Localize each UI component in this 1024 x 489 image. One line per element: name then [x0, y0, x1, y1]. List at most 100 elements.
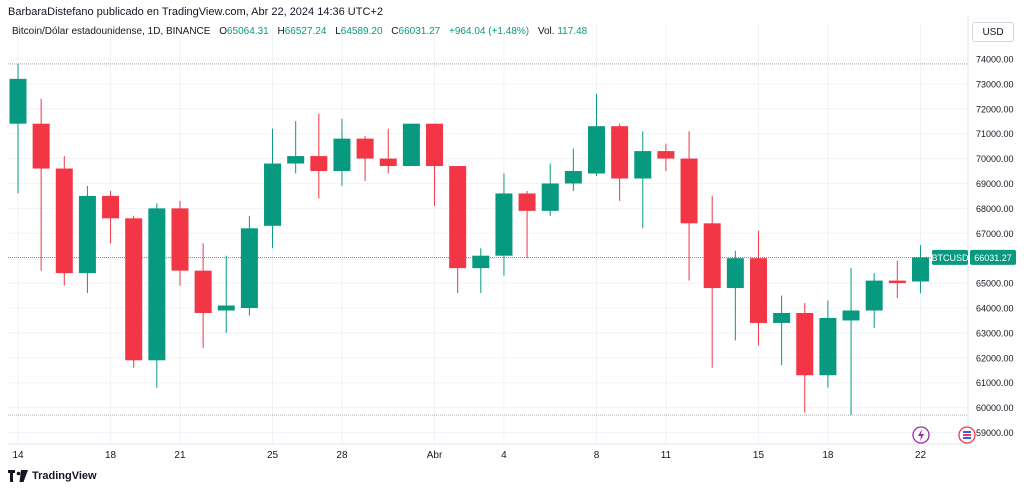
candle[interactable] — [217, 255, 235, 333]
candles — [9, 63, 929, 416]
candle[interactable] — [541, 163, 559, 216]
y-tick-label: 63000.00 — [976, 328, 1014, 338]
candle-body — [102, 195, 120, 219]
candle[interactable] — [102, 190, 120, 244]
y-tick-label: 70000.00 — [976, 154, 1014, 164]
x-tick-label: 14 — [12, 450, 24, 461]
symbol-name: Bitcoin/Dólar estadounidense, 1D, BINANC… — [12, 26, 211, 37]
candle[interactable] — [310, 113, 328, 199]
close-label: C — [391, 26, 399, 37]
candle-body — [125, 218, 143, 361]
y-tick-label: 65000.00 — [976, 279, 1014, 289]
candle-body — [773, 312, 791, 323]
lightning-icon[interactable] — [912, 426, 930, 444]
candle-body — [541, 183, 559, 211]
y-tick-label: 59000.00 — [976, 428, 1014, 438]
footer[interactable]: TradingView — [8, 470, 97, 482]
candle-body — [426, 123, 444, 167]
open-label: O — [219, 26, 227, 37]
candle[interactable] — [194, 243, 212, 348]
change-value: +964.04 (+1.48%) — [449, 26, 530, 37]
candle[interactable] — [495, 173, 513, 276]
candle-body — [55, 168, 73, 274]
candle-body — [888, 280, 906, 284]
candle[interactable] — [9, 63, 27, 194]
candle-body — [588, 126, 605, 174]
candle[interactable] — [657, 143, 675, 172]
tradingview-brand[interactable]: TradingView — [32, 470, 97, 482]
candle[interactable] — [379, 128, 397, 174]
y-axis[interactable]: 59000.00 60000.00 61000.00 62000.00 63000.00… — [967, 16, 1014, 444]
candle[interactable] — [240, 215, 258, 316]
candle[interactable] — [125, 215, 143, 368]
candle-body — [356, 138, 374, 159]
candle[interactable] — [333, 118, 351, 186]
price-tag-value-bg — [970, 249, 1016, 265]
candle[interactable] — [842, 268, 860, 416]
candle[interactable] — [32, 98, 50, 271]
x-tick-label: 18 — [822, 450, 834, 461]
flag-icon[interactable] — [958, 426, 976, 444]
candle-body — [240, 228, 258, 308]
candle-body — [148, 208, 166, 361]
candle[interactable] — [426, 123, 444, 206]
candle[interactable] — [888, 260, 906, 299]
candle[interactable] — [611, 123, 629, 201]
x-tick-label: Abr — [427, 450, 443, 461]
candle[interactable] — [564, 148, 582, 191]
candle-body — [379, 158, 397, 167]
candle-body — [194, 270, 212, 313]
candle[interactable] — [171, 200, 189, 286]
candle[interactable] — [264, 128, 282, 249]
candle-body — [287, 156, 305, 164]
candle[interactable] — [703, 195, 721, 368]
candle-body — [310, 156, 328, 172]
open-value: 65064.31 — [227, 26, 269, 37]
close-value: 66031.27 — [398, 26, 441, 37]
candle[interactable] — [287, 121, 305, 174]
candle-body — [78, 195, 96, 274]
candle[interactable] — [588, 93, 605, 176]
candle[interactable] — [911, 245, 929, 294]
candle[interactable] — [356, 136, 374, 181]
candle-body — [842, 310, 860, 321]
volume-value: 117.48 — [557, 26, 588, 37]
publisher-line: BarbaraDistefano publicado en TradingVie… — [8, 6, 383, 18]
x-tick-label: 11 — [661, 450, 672, 461]
x-tick-label: 15 — [753, 450, 765, 461]
y-tick-label: 72000.00 — [976, 104, 1014, 114]
y-tick-label: 61000.00 — [976, 378, 1014, 388]
candle[interactable] — [749, 230, 767, 346]
candle-body — [518, 193, 536, 211]
y-tick-label: 69000.00 — [976, 179, 1014, 189]
candle[interactable] — [634, 131, 652, 229]
candle[interactable] — [449, 166, 467, 294]
currency-button[interactable]: USD — [972, 22, 1014, 42]
symbol-legend[interactable]: Bitcoin/Dólar estadounidense, 1D, BINANC… — [12, 26, 587, 37]
candle[interactable] — [796, 303, 814, 413]
candle[interactable] — [865, 273, 883, 328]
candle-body — [680, 158, 698, 224]
candle[interactable] — [402, 123, 420, 167]
candle[interactable] — [472, 248, 490, 294]
y-tick-label: 67000.00 — [976, 229, 1014, 239]
candle[interactable] — [78, 185, 96, 294]
candle[interactable] — [726, 250, 744, 341]
candle[interactable] — [680, 131, 698, 281]
x-tick-label: 28 — [336, 450, 348, 461]
candle[interactable] — [518, 190, 536, 259]
candle-body — [333, 138, 351, 172]
high-label: H — [277, 26, 285, 37]
x-tick-label: 21 — [174, 450, 186, 461]
candle[interactable] — [773, 295, 791, 366]
y-tick-label: 68000.00 — [976, 204, 1014, 214]
candle[interactable] — [148, 203, 166, 388]
candle-body — [657, 151, 675, 159]
candle[interactable] — [55, 156, 73, 286]
tradingview-logo-icon[interactable] — [8, 470, 28, 482]
candle[interactable] — [819, 300, 837, 388]
x-tick-label: 25 — [267, 450, 279, 461]
candle-body — [449, 166, 467, 269]
x-axis[interactable]: 14 18 21 25 28 Abr 4 8 11 15 18 22 — [8, 443, 968, 461]
